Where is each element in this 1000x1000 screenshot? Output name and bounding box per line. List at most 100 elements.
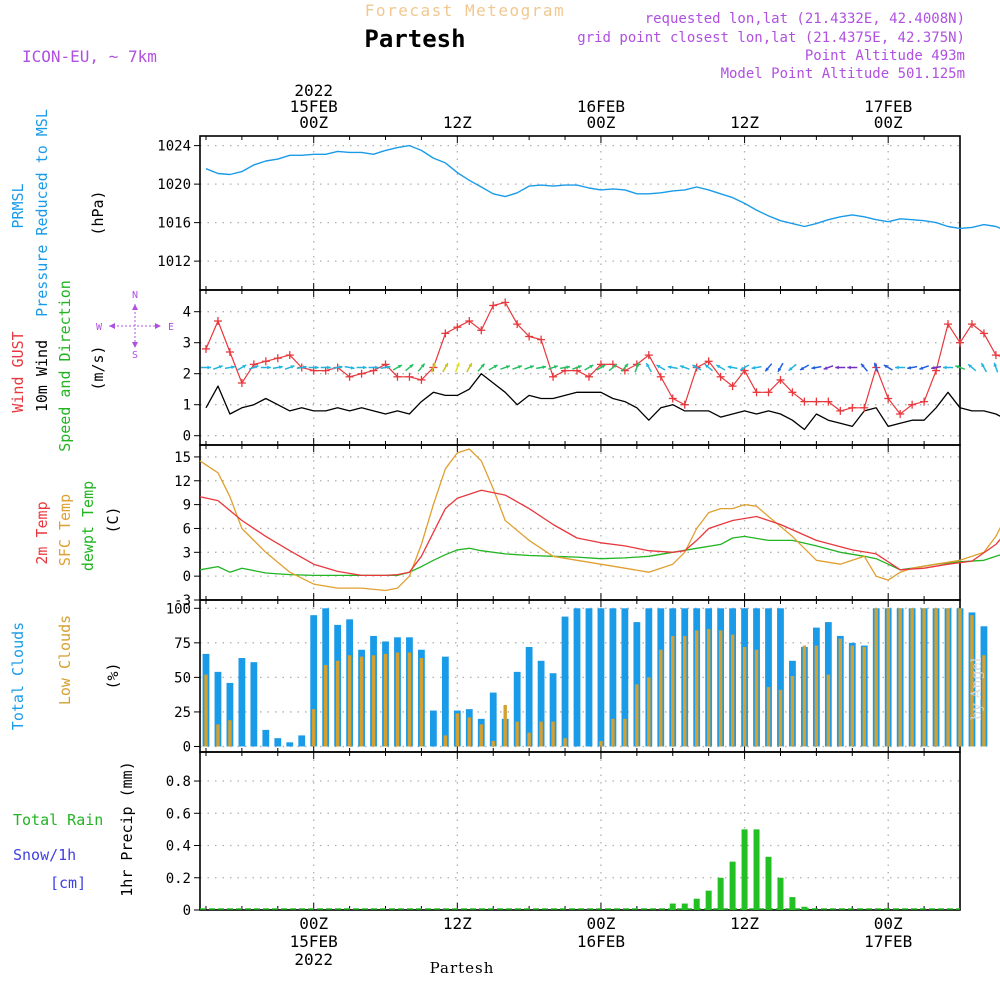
wind-arrow-head [242, 365, 247, 369]
wind-arrow-head [873, 362, 878, 367]
wind-unit: (m/s) [89, 345, 107, 390]
point-altitude: Point Altitude 493m [805, 48, 965, 64]
precip-ytick-label: 0.4 [166, 839, 191, 855]
low-cloud-bar [683, 635, 687, 747]
compass-east: E [168, 322, 174, 333]
low-cloud-bar [802, 645, 807, 747]
chart-title: Partesh [364, 25, 465, 53]
temp-ytick-label: 9 [183, 498, 191, 514]
compass-arrow-head [132, 342, 138, 348]
pressure-ytick-label: 1020 [157, 177, 191, 193]
wind-arrow-head [955, 365, 960, 369]
wind-arrow-head [704, 364, 709, 369]
precip-label-rain: Total Rain [13, 811, 103, 829]
bottom-time-label: 00Z [586, 914, 615, 933]
total-cloud-bar [573, 608, 581, 747]
clouds-ytick-label: 25 [174, 705, 191, 721]
top-time-label: 12Z [730, 113, 759, 132]
rain-bar [729, 861, 736, 910]
wind-arrow-head [823, 366, 828, 370]
low-cloud-bar [958, 608, 962, 747]
low-cloud-bar [491, 740, 495, 747]
low-cloud-bar [718, 630, 723, 747]
low-cloud-bar [515, 721, 519, 747]
low-cloud-bar [671, 635, 675, 747]
wind-arrow-head [386, 365, 391, 370]
wind-arrow-head [350, 365, 355, 370]
low-cloud-bar [730, 634, 735, 747]
wind-arrow-head [218, 365, 223, 369]
wind-arrow-head [680, 365, 684, 369]
temp-ytick-label: 0 [183, 569, 191, 585]
wind-label-10m: 10m Wind [33, 340, 51, 412]
temp-ytick-label: -3 [174, 593, 191, 609]
wind-arrow-head [553, 365, 558, 369]
low-cloud-bar [455, 713, 460, 747]
low-cloud-bar [335, 660, 340, 747]
low-cloud-bar [982, 655, 986, 747]
wind-arrow-head [624, 363, 629, 368]
wind-arrow-head [646, 363, 650, 368]
rain-bar [753, 829, 760, 910]
clouds-ytick-label: 50 [174, 670, 191, 686]
rain-bar [801, 906, 808, 910]
total-cloud-bar [298, 735, 306, 747]
low-cloud-bar [359, 656, 364, 747]
wind-label-direction: Speed and Direction [56, 280, 74, 452]
gust-line [205, 301, 1000, 415]
wind-arrow-head [635, 362, 640, 367]
low-cloud-bar [563, 738, 567, 747]
model-label: ICON-EU, ~ 7km [22, 47, 157, 66]
bottom-time-label: 12Z [443, 914, 472, 933]
footer-location: Partesh [430, 959, 495, 977]
total-cloud-bar [609, 608, 617, 747]
model-point-altitude: Model Point Altitude 501.125m [721, 66, 965, 82]
wind-arrow-head [468, 363, 472, 368]
wind-arrow-head [919, 366, 924, 370]
temp-label-2m: 2m Temp [33, 501, 51, 564]
total-cloud-bar [214, 671, 222, 747]
low-cloud-bar [766, 687, 771, 747]
wind-arrow-head [327, 365, 331, 370]
wind-arrow-head [302, 365, 307, 370]
wind-arrow-head [315, 365, 319, 370]
precip-ytick-label: 0.2 [166, 871, 191, 887]
wind-label-gust: Wind GUST [9, 331, 27, 412]
wind-ytick-label: 3 [183, 336, 191, 352]
wind-arrow-head [981, 363, 985, 368]
total-cloud-bar [549, 673, 557, 747]
compass-arrow-head [132, 304, 138, 310]
rain-bar [681, 903, 688, 910]
top-time-label: 12Z [443, 113, 472, 132]
rain-bar [789, 897, 796, 910]
low-cloud-bar [647, 677, 651, 747]
total-cloud-bar [525, 646, 533, 747]
low-cloud-bar [706, 629, 711, 747]
compass-south: S [132, 350, 138, 361]
wind-arrow-head [420, 363, 425, 368]
wind-arrow-head [566, 365, 570, 370]
total-cloud-bar [513, 671, 521, 747]
total-cloud-bar [274, 738, 282, 747]
temp-label-sfc: SFC Temp [56, 494, 74, 566]
low-cloud-bar [228, 720, 232, 747]
wind-arrow-head [968, 364, 973, 369]
temp-ytick-label: 3 [183, 545, 191, 561]
low-cloud-bar [312, 709, 316, 747]
wind-arrow-head [267, 365, 271, 370]
wind-arrow-head [493, 365, 498, 369]
low-cloud-bar [623, 718, 627, 747]
wind-arrow-head [667, 365, 672, 370]
wind-ytick-label: 4 [183, 305, 191, 321]
compass-west: W [96, 322, 103, 333]
wind-arrow-head [993, 362, 998, 367]
total-cloud-bar [597, 608, 605, 747]
rain-bar [717, 877, 724, 910]
chart-supertitle: Forecast Meteogram [365, 1, 565, 20]
bottom-time-label: 16FEB [577, 932, 625, 951]
pressure-ytick-label: 1016 [157, 216, 191, 232]
requested-coords: requested lon,lat (21.4332E, 42.4008N) [645, 11, 965, 27]
temp-ytick-label: 12 [174, 474, 191, 490]
low-cloud-bar [874, 608, 878, 747]
compass-north: N [132, 290, 138, 301]
